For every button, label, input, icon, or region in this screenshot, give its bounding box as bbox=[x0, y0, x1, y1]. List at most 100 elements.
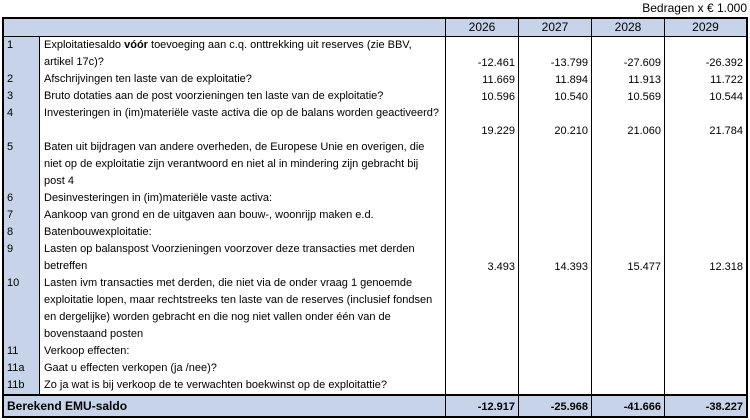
table-row: 7 Aankoop van grond en de uitgaven aan bo… bbox=[4, 207, 746, 224]
value-cell[interactable] bbox=[592, 343, 665, 360]
row-description: Lasten ivm transacties met derden, die n… bbox=[40, 275, 446, 343]
total-value-2029: -38.227 bbox=[705, 401, 743, 413]
value-cell[interactable] bbox=[665, 190, 746, 207]
table-row: 10 Lasten ivm transacties met derden, die… bbox=[4, 275, 746, 343]
value-cell[interactable] bbox=[665, 139, 746, 190]
row-description: Gaat u effecten verkopen (ja /nee)? bbox=[40, 360, 446, 377]
description-text: Exploitatiesaldo bbox=[44, 39, 125, 51]
row-description: Lasten op balanspost Voorzieningen voorz… bbox=[40, 241, 446, 275]
value-cell[interactable] bbox=[519, 360, 592, 377]
value-cell[interactable] bbox=[446, 360, 519, 377]
value-cell[interactable] bbox=[592, 275, 665, 343]
value-cell[interactable] bbox=[665, 360, 746, 377]
value-cell[interactable] bbox=[446, 275, 519, 343]
value-cell[interactable] bbox=[665, 207, 746, 224]
table-row: 2 Afschrijvingen ten laste van de exploit… bbox=[4, 71, 746, 88]
table-row: 6 Desinvesteringen in (im)materiële vaste… bbox=[4, 190, 746, 207]
description-text: Gaat u effecten verkopen (ja /nee)? bbox=[44, 362, 217, 374]
table-row: 5 Baten uit bijdragen van andere overhede… bbox=[4, 139, 746, 190]
value-cell[interactable]: 10.544 bbox=[709, 91, 743, 103]
emu-table: 2026 2027 2028 2029 1 Exploitatiesaldo vó… bbox=[2, 17, 748, 418]
value-cell[interactable] bbox=[519, 207, 592, 224]
value-cell[interactable]: 21.784 bbox=[709, 125, 743, 137]
table-row: 11a Gaat u effecten verkopen (ja /nee)? bbox=[4, 360, 746, 377]
table-row: 11b Zo ja wat is bij verkoop de te verwac… bbox=[4, 377, 746, 394]
value-cell[interactable]: 11.669 bbox=[446, 71, 519, 88]
value-cell[interactable] bbox=[592, 207, 665, 224]
description-text: Verkoop effecten: bbox=[44, 345, 130, 357]
row-description: Batenbouwexploitatie: bbox=[40, 224, 446, 241]
value-cell[interactable] bbox=[446, 190, 519, 207]
value-cell[interactable]: 12.318 bbox=[709, 261, 743, 273]
value-cell[interactable]: 10.569 bbox=[592, 88, 665, 105]
value-cell[interactable] bbox=[519, 377, 592, 394]
value-cell[interactable]: 3.493 bbox=[446, 241, 519, 275]
value-cell[interactable]: 15.477 bbox=[592, 241, 665, 275]
description-text: Lasten ivm transacties met derden, die n… bbox=[44, 277, 433, 340]
description-text: vóór bbox=[124, 39, 148, 51]
row-number: 11 bbox=[4, 343, 40, 360]
description-text: Batenbouwexploitatie: bbox=[44, 226, 152, 238]
row-description: Desinvesteringen in (im)materiële vaste … bbox=[40, 190, 446, 207]
total-value-2027: -25.968 bbox=[519, 396, 592, 416]
value-cell[interactable]: 11.894 bbox=[519, 71, 592, 88]
value-cell[interactable] bbox=[446, 224, 519, 241]
row-number: 2 bbox=[4, 71, 40, 88]
year-header-row: 2026 2027 2028 2029 bbox=[4, 19, 746, 37]
header-spacer-cell bbox=[4, 19, 446, 36]
value-cell[interactable] bbox=[665, 224, 746, 241]
total-value-2028: -41.666 bbox=[592, 396, 665, 416]
value-cell[interactable] bbox=[592, 377, 665, 394]
row-description: Baten uit bijdragen van andere overheden… bbox=[40, 139, 446, 190]
value-cell[interactable] bbox=[665, 275, 746, 343]
value-cell[interactable] bbox=[519, 190, 592, 207]
value-cell[interactable]: -27.609 bbox=[592, 37, 665, 71]
table-row: 8 Batenbouwexploitatie: bbox=[4, 224, 746, 241]
value-cell[interactable]: 10.596 bbox=[446, 88, 519, 105]
value-cell[interactable]: 11.722 bbox=[710, 74, 743, 86]
row-description: Aankoop van grond en de uitgaven aan bou… bbox=[40, 207, 446, 224]
value-cell[interactable]: 11.913 bbox=[592, 71, 665, 88]
value-cell[interactable] bbox=[446, 139, 519, 190]
value-cell[interactable] bbox=[519, 224, 592, 241]
value-cell[interactable]: -13.799 bbox=[519, 37, 592, 71]
value-cell[interactable] bbox=[592, 190, 665, 207]
value-cell[interactable]: 14.393 bbox=[519, 241, 592, 275]
value-cell[interactable]: 20.210 bbox=[519, 105, 592, 139]
value-cell[interactable]: -26.392 bbox=[705, 57, 743, 69]
year-header-2027: 2027 bbox=[519, 19, 592, 36]
value-cell[interactable] bbox=[592, 224, 665, 241]
amounts-note: Bedragen x € 1.000 bbox=[642, 1, 747, 15]
table-row: 11 Verkoop effecten: bbox=[4, 343, 746, 360]
description-text: Investeringen in (im)materiële vaste act… bbox=[44, 107, 439, 119]
value-cell[interactable] bbox=[446, 377, 519, 394]
value-cell[interactable] bbox=[519, 139, 592, 190]
value-cell[interactable] bbox=[519, 275, 592, 343]
row-number: 11b bbox=[4, 377, 40, 394]
value-cell[interactable]: -12.461 bbox=[446, 37, 519, 71]
value-cell[interactable] bbox=[446, 343, 519, 360]
value-cell[interactable] bbox=[446, 207, 519, 224]
value-cell[interactable] bbox=[665, 343, 746, 360]
value-cell[interactable] bbox=[592, 360, 665, 377]
row-number: 6 bbox=[4, 190, 40, 207]
row-description: Investeringen in (im)materiële vaste act… bbox=[40, 105, 446, 139]
value-cell[interactable]: 10.540 bbox=[519, 88, 592, 105]
value-cell[interactable]: 19.229 bbox=[446, 105, 519, 139]
row-description: Afschrijvingen ten laste van de exploita… bbox=[40, 71, 446, 88]
table-body: 1 Exploitatiesaldo vóór toevoeging aan c.… bbox=[4, 37, 746, 394]
value-cell[interactable] bbox=[665, 377, 746, 394]
description-text: Bruto dotaties aan de post voorzieningen… bbox=[44, 90, 384, 102]
description-text: Aankoop van grond en de uitgaven aan bou… bbox=[44, 209, 374, 221]
total-value-2026: -12.917 bbox=[446, 396, 519, 416]
year-header-2028: 2028 bbox=[592, 19, 665, 36]
value-cell[interactable] bbox=[592, 139, 665, 190]
row-description: Bruto dotaties aan de post voorzieningen… bbox=[40, 88, 446, 105]
value-cell[interactable]: 21.060 bbox=[592, 105, 665, 139]
total-row: Berekend EMU-saldo -12.917 -25.968 -41.6… bbox=[4, 394, 746, 416]
value-cell[interactable] bbox=[519, 343, 592, 360]
table-row: 9 Lasten op balanspost Voorzieningen voor… bbox=[4, 241, 746, 275]
total-row-label: Berekend EMU-saldo bbox=[4, 396, 446, 416]
row-description: Verkoop effecten: bbox=[40, 343, 446, 360]
